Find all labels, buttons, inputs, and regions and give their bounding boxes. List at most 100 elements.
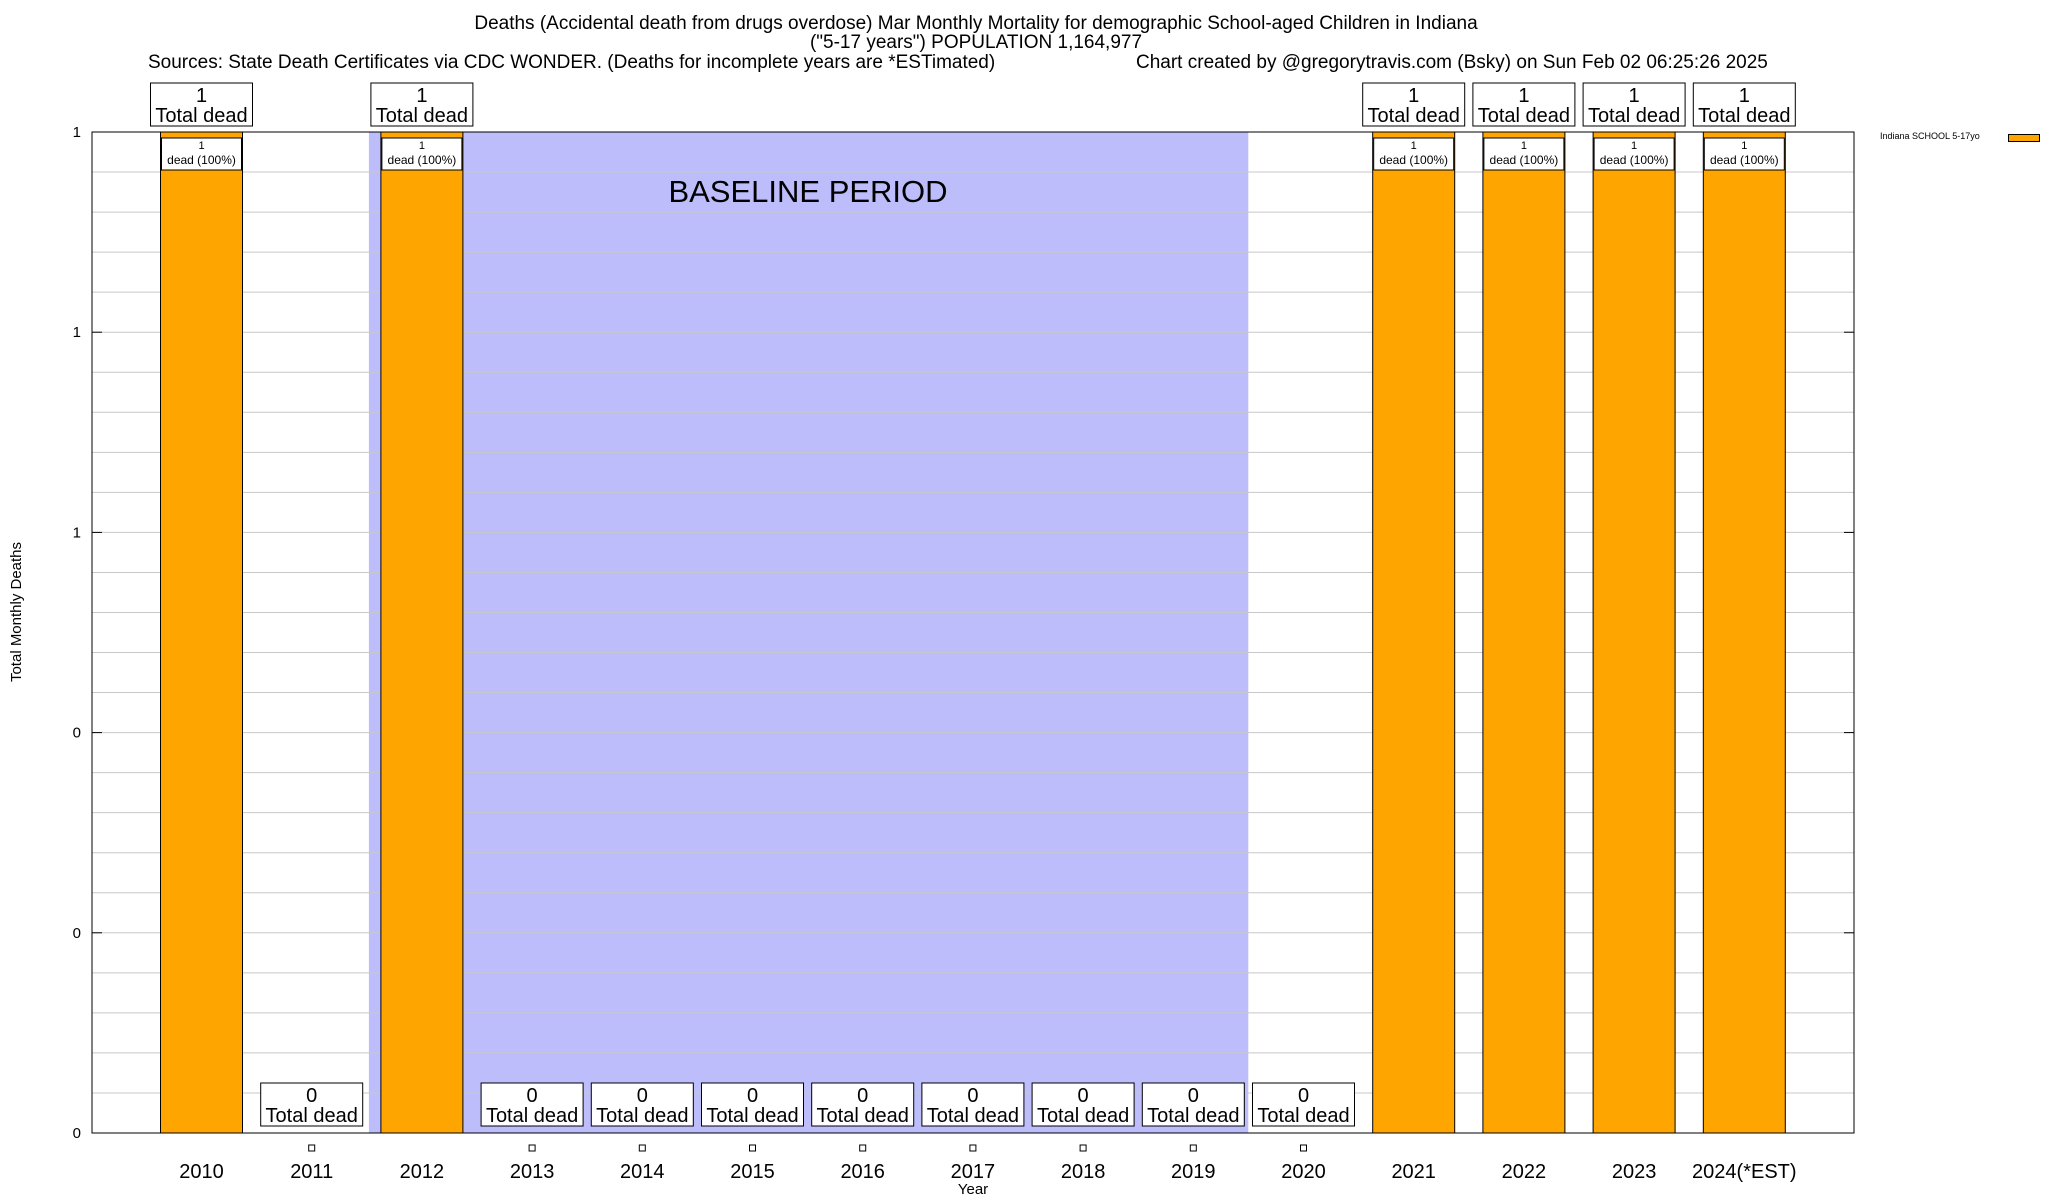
zero-marker — [1079, 1144, 1087, 1152]
total-dead-label: Total dead — [1257, 1105, 1349, 1127]
y-axis-label: Total Monthly Deaths — [8, 541, 25, 683]
inner-count-label: 1 — [1741, 140, 1747, 152]
zero-marker — [859, 1144, 867, 1152]
total-dead-label: Total dead — [1588, 105, 1680, 127]
legend-series-label: Indiana SCHOOL 5-17yo — [1880, 131, 1980, 141]
total-count-label: 0 — [1298, 1085, 1309, 1107]
total-count-label: 0 — [747, 1085, 758, 1107]
x-tick-label: 2013 — [510, 1161, 555, 1183]
zero-marker — [638, 1144, 646, 1152]
total-label-box — [921, 1082, 1025, 1127]
total-label-box — [811, 1082, 915, 1127]
zero-marker — [969, 1144, 977, 1152]
x-tick-label: 2017 — [951, 1161, 996, 1183]
baseline-period-label: BASELINE PERIOD — [668, 174, 947, 209]
inner-count-label: 1 — [419, 140, 425, 152]
total-dead-label: Total dead — [706, 1105, 798, 1127]
total-label-box — [590, 1082, 694, 1127]
total-count-label: 1 — [1408, 85, 1419, 107]
total-dead-label: Total dead — [1368, 105, 1460, 127]
inner-count-label: 1 — [198, 140, 204, 152]
total-dead-label: Total dead — [1698, 105, 1790, 127]
y-tick-label: 0 — [73, 725, 81, 742]
inner-percent-label: dead (100%) — [1490, 153, 1559, 167]
x-tick-label: 2016 — [840, 1161, 885, 1183]
x-tick-label: 2012 — [400, 1161, 445, 1183]
total-count-label: 1 — [416, 85, 427, 107]
total-label-box — [370, 82, 474, 127]
baseline-period-shading — [368, 132, 1249, 1133]
zero-marker — [1300, 1144, 1307, 1152]
bar — [1702, 131, 1786, 1134]
total-dead-label: Total dead — [486, 1105, 578, 1127]
credit-note: Chart created by @gregorytravis.com (Bsk… — [1136, 52, 1768, 73]
bar — [160, 131, 243, 1134]
zero-marker — [1189, 1144, 1197, 1152]
sources-note: Sources: State Death Certificates via CD… — [148, 52, 996, 73]
total-label-box — [701, 1082, 804, 1127]
total-dead-label: Total dead — [1147, 1105, 1239, 1127]
total-count-label: 0 — [527, 1085, 538, 1107]
inner-percent-label: dead (100%) — [388, 153, 457, 167]
inner-count-label: 1 — [1631, 140, 1637, 152]
total-count-label: 0 — [306, 1085, 317, 1107]
x-tick-label: 2020 — [1281, 1161, 1326, 1183]
bar — [1592, 131, 1676, 1134]
x-tick-label: 2011 — [290, 1161, 333, 1183]
total-label-box — [1252, 1082, 1355, 1127]
inner-label-box — [161, 137, 242, 171]
total-label-box — [480, 1082, 584, 1127]
total-count-label: 0 — [967, 1085, 978, 1107]
x-tick-label: 2021 — [1391, 1161, 1436, 1183]
y-tick-label: 1 — [73, 324, 81, 341]
inner-label-box — [1373, 137, 1455, 171]
y-tick-label: 0 — [73, 925, 81, 942]
zero-marker — [308, 1144, 316, 1152]
chart-title: Deaths (Accidental death from drugs over… — [474, 13, 1478, 34]
inner-percent-label: dead (100%) — [167, 153, 236, 167]
legend-series-swatch — [2008, 134, 2040, 142]
total-dead-label: Total dead — [817, 1105, 909, 1127]
inner-count-label: 1 — [1411, 140, 1417, 152]
total-dead-label: Total dead — [1037, 1105, 1129, 1127]
total-dead-label: Total dead — [266, 1105, 358, 1127]
total-label-box — [1031, 1082, 1135, 1127]
total-count-label: 1 — [196, 85, 207, 107]
total-count-label: 1 — [1518, 85, 1529, 107]
inner-percent-label: dead (100%) — [1600, 153, 1669, 167]
total-dead-label: Total dead — [376, 105, 468, 127]
zero-marker — [528, 1144, 536, 1152]
x-tick-label: 2019 — [1171, 1161, 1216, 1183]
total-count-label: 1 — [1629, 85, 1640, 107]
x-tick-label: 2023 — [1612, 1161, 1657, 1183]
total-count-label: 0 — [1188, 1085, 1199, 1107]
chart-subtitle: ("5-17 years") POPULATION 1,164,977 — [809, 32, 1143, 53]
x-tick-label: 2018 — [1061, 1161, 1106, 1183]
x-tick-label: 2014 — [620, 1161, 665, 1183]
y-tick-label: 0 — [73, 1125, 81, 1142]
y-tick-label: 1 — [73, 124, 81, 141]
total-label-box — [1362, 82, 1466, 127]
inner-label-box — [1483, 137, 1565, 171]
zero-marker — [749, 1144, 756, 1152]
bar — [1482, 131, 1566, 1134]
inner-percent-label: dead (100%) — [1379, 153, 1448, 167]
total-label-box — [1472, 82, 1576, 127]
inner-label-box — [1703, 137, 1785, 171]
x-tick-label: 2015 — [730, 1161, 775, 1183]
x-axis-label: Year — [958, 1181, 988, 1198]
inner-percent-label: dead (100%) — [1710, 153, 1779, 167]
total-dead-label: Total dead — [927, 1105, 1019, 1127]
x-tick-label: 2024(*EST) — [1692, 1161, 1797, 1183]
total-label-box — [260, 1082, 364, 1127]
plot-border — [91, 131, 1855, 1134]
total-count-label: 1 — [1739, 85, 1750, 107]
inner-label-box — [381, 137, 463, 171]
total-label-box — [1141, 1082, 1245, 1127]
total-label-box — [1692, 82, 1796, 127]
x-tick-label: 2022 — [1502, 1161, 1547, 1183]
total-count-label: 0 — [1078, 1085, 1089, 1107]
inner-count-label: 1 — [1521, 140, 1527, 152]
bar — [1372, 131, 1456, 1134]
